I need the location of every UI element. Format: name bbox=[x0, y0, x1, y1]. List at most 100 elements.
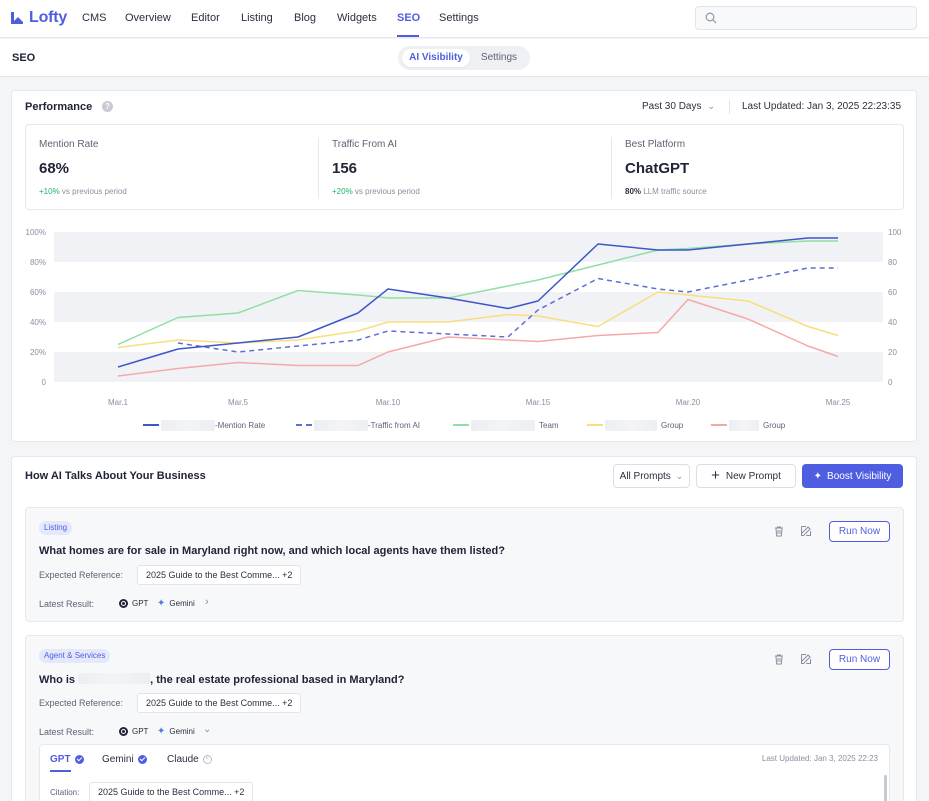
tab-ai-visibility[interactable]: AI Visibility bbox=[402, 49, 470, 67]
check-circle-icon bbox=[74, 755, 84, 764]
search-input[interactable] bbox=[724, 10, 909, 26]
note-value: 80% bbox=[625, 187, 642, 196]
tab-claude[interactable]: Claude × bbox=[167, 754, 212, 765]
legend-swatch bbox=[453, 424, 469, 426]
search-box[interactable] bbox=[695, 6, 917, 30]
y-tick-label-left: 20% bbox=[30, 348, 46, 357]
note-text: LLM traffic source bbox=[641, 187, 707, 196]
nav-item-seo[interactable]: SEO bbox=[397, 12, 421, 24]
openai-icon bbox=[119, 599, 128, 608]
metric-label: Mention Rate bbox=[39, 139, 99, 150]
nav-item-listing[interactable]: Listing bbox=[241, 12, 273, 24]
nav-item-overview[interactable]: Overview bbox=[125, 12, 171, 24]
boost-visibility-button[interactable]: ✦ Boost Visibility bbox=[802, 464, 903, 488]
y-tick-label-left: 80% bbox=[30, 258, 46, 267]
reference-more: +2 bbox=[282, 570, 293, 580]
prompt-question: Who is , the real estate professional ba… bbox=[39, 673, 404, 686]
legend-label: Team bbox=[539, 420, 559, 430]
nav-item-settings[interactable]: Settings bbox=[439, 12, 479, 24]
x-tick-label: Mar.1 bbox=[108, 398, 129, 407]
redacted-name bbox=[78, 673, 151, 684]
redacted-name bbox=[471, 419, 535, 431]
y-tick-label-right: 80 bbox=[888, 258, 897, 267]
x-tick-label: Mar.25 bbox=[826, 398, 851, 407]
question-suffix: , the real estate professional based in … bbox=[150, 674, 405, 686]
delta-value: +20% bbox=[332, 187, 353, 196]
top-nav: Lofty CMS Overview Editor Listing Blog W… bbox=[0, 0, 929, 38]
grid-band bbox=[54, 232, 883, 262]
trash-icon[interactable] bbox=[772, 652, 786, 666]
y-tick-label-right: 40 bbox=[888, 318, 897, 327]
y-tick-label-left: 0 bbox=[42, 378, 47, 387]
legend-swatch bbox=[296, 424, 312, 426]
y-tick-label-right: 20 bbox=[888, 348, 897, 357]
scrollbar[interactable] bbox=[884, 775, 887, 801]
legend-item-group-yellow[interactable]: Group bbox=[587, 419, 683, 431]
legend-item-group-red[interactable]: Group bbox=[711, 419, 785, 431]
legend-item-mention-rate[interactable]: -Mention Rate bbox=[143, 419, 265, 431]
button-label: New Prompt bbox=[725, 470, 781, 482]
button-label: Run Now bbox=[838, 526, 881, 537]
chevron-down-icon: ⌄ bbox=[707, 101, 716, 111]
run-now-button[interactable]: Run Now bbox=[829, 649, 890, 670]
gemini-icon: ✦ bbox=[157, 598, 166, 609]
result-label: Gemini bbox=[169, 727, 195, 736]
legend-item-traffic-from-ai[interactable]: -Traffic from AI bbox=[296, 419, 420, 431]
metric-label: Best Platform bbox=[625, 139, 686, 150]
nav-item-editor[interactable]: Editor bbox=[191, 12, 220, 24]
citation-chip[interactable]: 2025 Guide to the Best Comme... +2 bbox=[89, 782, 254, 801]
gemini-icon: ✦ bbox=[157, 726, 166, 737]
trash-icon[interactable] bbox=[772, 524, 786, 538]
chevron-right-icon[interactable]: › bbox=[205, 596, 209, 608]
citation-title: 2025 Guide to the Best Comme... bbox=[98, 787, 232, 797]
tab-gpt[interactable]: GPT bbox=[50, 754, 84, 765]
expected-reference-chip[interactable]: 2025 Guide to the Best Comme... +2 bbox=[137, 565, 302, 585]
lofty-logo[interactable]: Lofty bbox=[9, 9, 67, 27]
series-group-red bbox=[117, 298, 839, 377]
last-updated: Last Updated: Jan 3, 2025 22:23:35 bbox=[742, 101, 902, 112]
nav-item-widgets[interactable]: Widgets bbox=[337, 12, 377, 24]
citation-label: Citation: bbox=[50, 788, 80, 797]
run-now-button[interactable]: Run Now bbox=[829, 521, 890, 542]
tab-gemini[interactable]: Gemini bbox=[102, 754, 147, 765]
delta-suffix: vs previous period bbox=[352, 187, 420, 196]
sparkle-icon: ✦ bbox=[813, 470, 823, 482]
question-icon[interactable]: ? bbox=[102, 101, 113, 112]
metric-note: 80% LLM traffic source bbox=[625, 187, 707, 196]
grid-band bbox=[54, 352, 883, 382]
result-gemini: ✦ Gemini bbox=[157, 598, 195, 609]
chevron-down-icon: ⌄ bbox=[675, 470, 684, 481]
delta-suffix: vs previous period bbox=[59, 187, 127, 196]
redacted-name bbox=[161, 419, 215, 431]
nav-item-blog[interactable]: Blog bbox=[294, 12, 317, 24]
metric-value: 156 bbox=[332, 160, 358, 177]
series-group-yellow bbox=[117, 291, 839, 349]
edit-icon[interactable] bbox=[799, 652, 813, 666]
active-tab-indicator bbox=[50, 770, 71, 772]
y-tick-label-right: 60 bbox=[888, 288, 897, 297]
reference-more: +2 bbox=[282, 698, 293, 708]
new-prompt-button[interactable]: + New Prompt bbox=[696, 464, 796, 488]
metric-value: 68% bbox=[39, 160, 70, 177]
prompt-filter-select[interactable]: All Prompts ⌄ bbox=[613, 464, 690, 488]
nav-item-cms[interactable]: CMS bbox=[82, 12, 107, 24]
chevron-down-icon[interactable]: ⌄ bbox=[203, 724, 212, 735]
x-tick-label: Mar.5 bbox=[228, 398, 249, 407]
edit-icon[interactable] bbox=[799, 524, 813, 538]
performance-title: Performance bbox=[25, 101, 93, 113]
section-title: How AI Talks About Your Business bbox=[25, 470, 206, 482]
y-tick-label-right: 0 bbox=[888, 378, 893, 387]
legend-item-team[interactable]: Team bbox=[453, 419, 559, 431]
tab-settings[interactable]: Settings bbox=[480, 52, 518, 63]
lofty-logo-icon bbox=[11, 12, 23, 24]
expected-reference-chip[interactable]: 2025 Guide to the Best Comme... +2 bbox=[137, 693, 302, 713]
result-label: GPT bbox=[132, 727, 149, 736]
date-range-select[interactable]: Past 30 Days ⌄ bbox=[642, 101, 715, 112]
plus-icon: + bbox=[711, 467, 720, 484]
sub-header: SEO AI Visibility Settings bbox=[0, 39, 929, 77]
result-label: Gemini bbox=[169, 599, 195, 608]
metric-delta: +20% vs previous period bbox=[332, 187, 420, 196]
legend-swatch bbox=[711, 424, 727, 426]
page-title: SEO bbox=[12, 52, 36, 64]
metric-best-platform: Best Platform ChatGPT 80% LLM traffic so… bbox=[612, 125, 905, 211]
